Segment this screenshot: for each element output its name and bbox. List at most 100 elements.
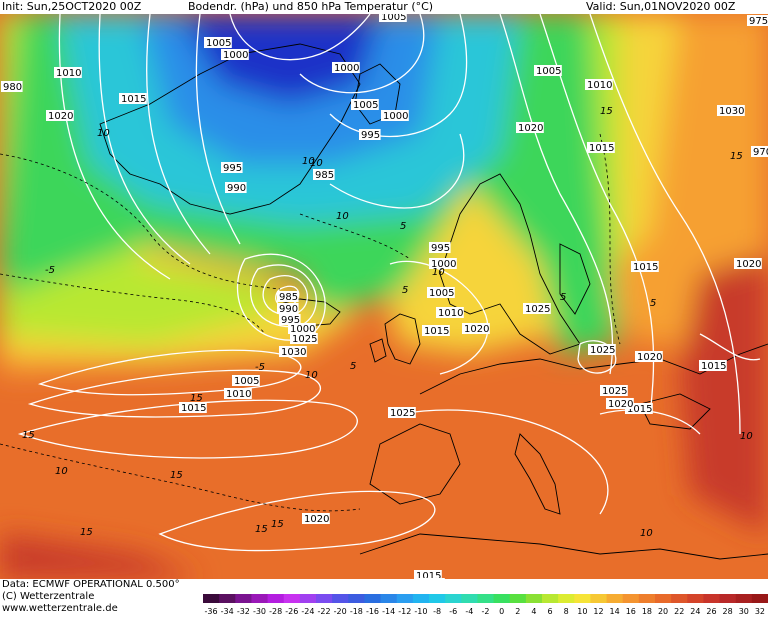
scale-swatch [364,594,382,603]
isobar-label-box [313,169,335,180]
isobar-label-text: 1020 [464,324,489,335]
isobar-label: 1010 [585,79,613,91]
isobar-1005 [37,349,302,396]
isobar-north-1 [229,14,371,61]
scale-swatch [267,594,285,603]
isobar-label: 1000 [429,258,457,270]
isobar-label-text: 1020 [48,111,73,122]
isobar-label-text: 990 [227,183,246,194]
scale-swatch [638,594,656,603]
scale-swatch [606,594,624,603]
isotherm-label: 15 [730,151,743,162]
isobar-label-text: 1025 [390,408,415,419]
scale-tick-label: 24 [690,607,700,616]
isobar-label-text: 1000 [383,111,408,122]
isobar-label: 1015 [587,142,615,154]
scale-tick-label: -6 [449,607,457,616]
isobar-label-box [422,325,450,336]
isobar-label-text: 1015 [121,94,146,105]
scale-tick-label: -2 [482,607,490,616]
isotherm-label: 5 [350,361,356,372]
isotherm-label: 10 [640,528,653,539]
isobar-label-text: 1025 [602,386,627,397]
isobar-label: 1015 [625,403,653,415]
isobar-meridian-2 [146,14,211,255]
isobar-label: 1020 [516,122,544,134]
isobar-label: 980 [1,81,23,93]
isobar-label: 1015 [422,325,450,337]
copyright-label: (C) Wetterzentrale [2,591,95,602]
isobar-label-box [417,578,445,579]
isobar-label-box [204,37,232,48]
isobar-meridian-1 [195,14,241,245]
data-source-label: Data: ECMWF OPERATIONAL 0.500° [2,579,180,590]
isobar-label: 1020 [462,323,490,335]
isobar-label: 995 [221,162,243,174]
isobar-label-box [585,79,613,90]
scale-swatch [751,594,768,603]
temperature-color-scale: -36 -34 -32 -30 -28 -26 -24 -22 -20 -18 -16 -14 -12-… [203,594,768,616]
isobar-label-box [279,314,301,325]
isotherms [0,133,621,512]
scale-tick-label: 6 [548,607,553,616]
isobar-label-text: 1005 [381,14,406,23]
isobar-label-text: 1025 [590,345,615,356]
isobar-label-box [587,142,615,153]
isotherm-5-west [0,273,266,335]
isobar-label-text: 1015 [701,361,726,372]
isobar-label-box [429,242,451,253]
isobar-label: 1030 [717,105,745,117]
isobar-label-box [462,323,490,334]
scale-tick-label: 16 [626,607,636,616]
isotherm-label: 15 [255,524,268,535]
isobar-label-layer: 1005100510001000101010151020995990985100… [1,14,768,579]
scale-tick-label: 4 [531,607,536,616]
website-link[interactable]: www.wetterzentrale.de [2,603,118,614]
isobar-label: 1020 [417,578,445,579]
scale-swatch [574,594,591,603]
isotherm-center [299,213,411,260]
isotherm-label: 15 [190,393,203,404]
scale-swatch [380,594,398,603]
isotherm-label: 5 [400,221,406,232]
isobar-label: 1025 [523,303,551,315]
scale-tick-label: 14 [610,607,620,616]
scale-swatch [412,594,430,603]
isobar-label-box [414,570,442,579]
isobar-label-text: 1005 [234,376,259,387]
isobar-label: 1030 [279,346,307,358]
isobar-central [389,260,489,375]
isotherm-label: -5 [255,362,265,373]
scale-tick-label: 32 [755,607,765,616]
isobar-label: 975 [747,15,768,27]
isobar-label: 1005 [232,375,260,387]
isobar-label-text: 1000 [290,324,315,335]
isobar-label: 990 [225,182,247,194]
isobar-label-text: 1010 [587,80,612,91]
isobar-label-box [625,403,653,414]
isobar-label: 1015 [699,360,727,372]
isobar-label-text: 995 [281,315,300,326]
isotherm-label: 5 [650,298,656,309]
iberia-coast [369,423,461,505]
scale-swatch [429,594,446,603]
scale-tick-label: 28 [723,607,733,616]
isobar-label: 995 [429,242,451,254]
isotherm-label: 10 [302,156,315,167]
isobar-label: 1015 [414,570,442,579]
isobar-label-text: 1020 [304,514,329,525]
scale-swatch [687,594,704,603]
scale-tick-label: -14 [382,607,395,616]
scale-tick-label: -34 [221,607,234,616]
scale-tick-label: -32 [237,607,250,616]
scale-tick-label: -28 [269,607,282,616]
scale-tick-label: 2 [515,607,520,616]
isobar-label-box [516,122,544,133]
isobar-meridian-3 [98,14,191,265]
isotherm-label: -5 [45,265,55,276]
map-title: Bodendr. (hPa) und 850 hPa Temperatur (°… [188,0,434,13]
isobar-label-text: 980 [3,82,22,93]
isobar-label-box [351,99,379,110]
isobar-label: 1015 [631,261,659,273]
